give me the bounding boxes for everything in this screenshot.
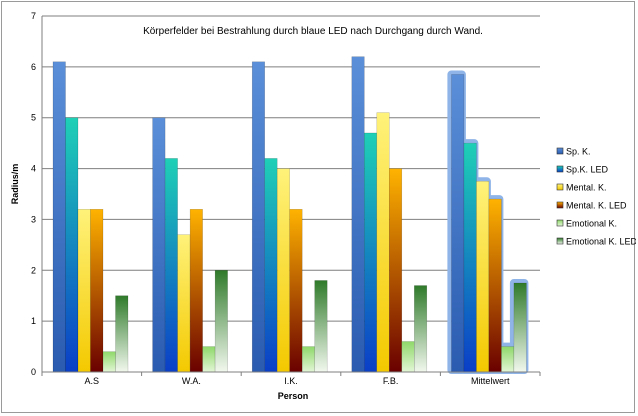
bar xyxy=(314,280,328,373)
x-tick-label: A.S xyxy=(85,376,100,386)
y-tick-label: 7 xyxy=(31,11,36,21)
y-tick-label: 3 xyxy=(31,214,36,224)
y-tick-label: 5 xyxy=(31,113,36,123)
legend-label: Sp. K. xyxy=(566,147,591,157)
bar xyxy=(152,117,166,373)
legend-label: Emotional K. LED xyxy=(566,237,636,247)
legend-swatch xyxy=(556,147,564,155)
legend-swatch xyxy=(556,165,564,173)
bar xyxy=(65,117,79,373)
bar xyxy=(164,158,178,373)
bar xyxy=(501,346,515,373)
chart-title: Körperfelder bei Bestrahlung durch blaue… xyxy=(143,26,483,37)
legend-item: Mental. K. LED xyxy=(556,201,627,211)
bar xyxy=(264,158,278,373)
bar xyxy=(102,351,116,373)
x-tick-label: Mittelwert xyxy=(471,376,510,386)
bar xyxy=(414,285,428,373)
y-tick-label: 6 xyxy=(31,62,36,72)
x-tick-label: W.A. xyxy=(182,376,201,386)
legend-swatch xyxy=(556,237,564,245)
bar xyxy=(389,168,403,373)
bar xyxy=(202,346,216,373)
bar xyxy=(401,341,415,373)
bar xyxy=(376,112,390,373)
bar xyxy=(301,346,315,373)
x-axis-title: Person xyxy=(278,391,309,401)
legend-item: Emotional K. LED xyxy=(556,237,636,247)
bar xyxy=(251,61,265,373)
bar xyxy=(351,56,365,373)
legend-label: Mental. K. xyxy=(566,183,607,193)
bar xyxy=(77,209,91,373)
axis-layer: 0 1 2 3 4 5 6 7 A.S W.A. I.K. F.B. Mittelwert xyxy=(31,11,541,386)
bar xyxy=(476,181,490,373)
legend-item: Sp.K. LED xyxy=(556,165,609,175)
legend-swatch xyxy=(556,183,564,191)
legend-label: Emotional K. xyxy=(566,219,617,229)
bar xyxy=(189,209,203,373)
bar xyxy=(364,132,378,373)
legend-swatch xyxy=(556,219,564,227)
y-tick-label: 0 xyxy=(31,367,36,377)
legend-swatch xyxy=(556,201,564,209)
y-tick-label: 1 xyxy=(31,316,36,326)
bar xyxy=(451,74,465,373)
legend: Sp. K. Sp.K. LED Mental. K. Mental. K. LED E… xyxy=(556,147,636,247)
bar xyxy=(513,282,527,373)
bar xyxy=(214,270,228,373)
bar xyxy=(177,234,191,373)
bar-layer xyxy=(52,56,527,373)
x-tick-label: I.K. xyxy=(284,376,298,386)
legend-item: Emotional K. xyxy=(556,219,617,229)
bar xyxy=(463,142,477,373)
legend-item: Sp. K. xyxy=(556,147,591,157)
bar xyxy=(52,61,66,373)
bar xyxy=(289,209,303,373)
x-tick-label: F.B. xyxy=(383,376,399,386)
bar xyxy=(90,209,104,373)
legend-item: Mental. K. xyxy=(556,183,607,193)
bar xyxy=(488,198,502,373)
bar xyxy=(115,295,129,373)
legend-label: Mental. K. LED xyxy=(566,201,627,211)
y-tick-label: 4 xyxy=(31,164,36,174)
bar xyxy=(276,168,290,373)
y-axis-title: Radius/m xyxy=(10,164,20,205)
legend-label: Sp.K. LED xyxy=(566,165,609,175)
y-tick-label: 2 xyxy=(31,265,36,275)
